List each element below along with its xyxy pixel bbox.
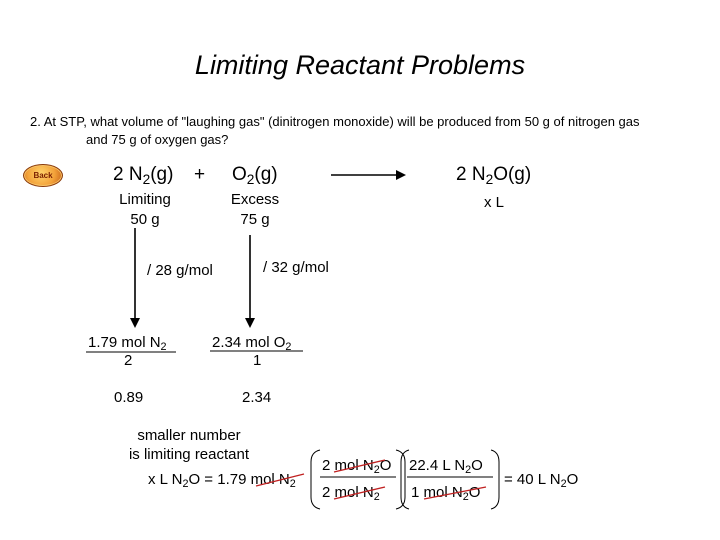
limiting-text: Limiting (119, 191, 171, 208)
reactant-n2: 2 N2(g) (113, 164, 174, 187)
factor1-left-bracket (310, 449, 321, 510)
final-lhs: x L N2O = 1.79 mol N2 (148, 471, 296, 491)
product-n2o: 2 N2O(g) (456, 164, 532, 187)
n2-moles-numerator: 1.79 mol N2 (88, 334, 167, 354)
reactant-o2: O2(g) (232, 164, 278, 187)
factor2-left-bracket (400, 449, 410, 510)
question-line-1: 2. At STP, what volume of "laughing gas"… (30, 114, 640, 129)
factor2-numerator: 22.4 L N2O (409, 457, 483, 477)
o2-moles-denominator: 1 (253, 352, 262, 369)
page-title: Limiting Reactant Problems (194, 50, 526, 80)
n2-moles-denominator: 2 (124, 352, 133, 369)
factor1-right-bracket (395, 449, 406, 510)
factor2-right-bracket (490, 449, 500, 510)
question-text: 2. At STP, what volume of "laughing gas"… (30, 113, 640, 149)
note-line-1: smaller number (137, 427, 241, 444)
o2-ratio-result: 2.34 (242, 389, 272, 406)
cancel-mark-f2-den (423, 486, 487, 500)
limiting-label: Limiting 50 g (106, 190, 184, 230)
final-result: = 40 L N2O (504, 471, 579, 491)
limiting-note: smaller number is limiting reactant (119, 426, 259, 464)
n2-ratio-result: 0.89 (114, 389, 144, 406)
cancel-mark-lhs (255, 473, 305, 487)
back-button[interactable]: Back (23, 164, 63, 187)
o2-moles-numerator: 2.34 mol O2 (212, 334, 292, 354)
o2-molar-mass: / 32 g/mol (263, 259, 329, 276)
cancel-mark-f1-num (333, 459, 386, 473)
o2-mass: 75 g (240, 211, 270, 228)
excess-text: Excess (230, 191, 280, 208)
n2-molar-mass: / 28 g/mol (147, 262, 213, 279)
cancel-mark-f1-den (333, 486, 386, 500)
note-line-2: is limiting reactant (128, 446, 250, 463)
excess-label: Excess 75 g (216, 190, 294, 230)
product-volume: x L (484, 194, 505, 211)
n2-mass: 50 g (130, 211, 160, 228)
plus-sign: + (194, 164, 206, 185)
question-line-2: and 75 g of oxygen gas? (86, 132, 229, 147)
